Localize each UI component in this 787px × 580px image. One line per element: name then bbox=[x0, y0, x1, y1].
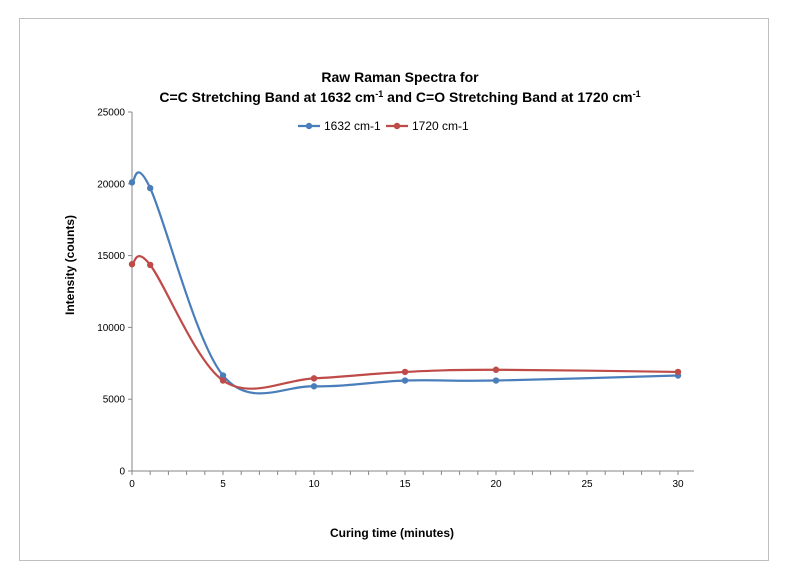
data-point bbox=[492, 366, 500, 373]
legend-item: 1720 cm-1 bbox=[386, 119, 469, 133]
legend-label: 1720 cm-1 bbox=[412, 119, 469, 133]
chart-title-line2: C=C Stretching Band at 1632 cm-1 and C=O… bbox=[159, 89, 640, 105]
data-point bbox=[147, 184, 154, 192]
x-tick-label: 15 bbox=[399, 479, 411, 490]
x-tick-label: 25 bbox=[581, 479, 593, 490]
data-point bbox=[219, 372, 227, 379]
x-tick-label: 20 bbox=[490, 479, 502, 490]
data-point bbox=[128, 179, 136, 186]
series-0 bbox=[128, 171, 682, 395]
title-line2-sup2: -1 bbox=[633, 89, 641, 99]
chart-title-line1: Raw Raman Spectra for bbox=[321, 69, 479, 85]
data-point bbox=[401, 377, 409, 384]
data-point bbox=[219, 377, 227, 384]
x-tick-label: 5 bbox=[220, 479, 226, 490]
title-line2-sup1: -1 bbox=[375, 89, 383, 99]
legend-marker bbox=[305, 122, 313, 130]
y-axis-label: Intensity (counts) bbox=[63, 215, 77, 315]
legend-marker bbox=[393, 122, 401, 130]
x-axis: 0 5 10 15 20 25 30 bbox=[129, 470, 694, 490]
legend-item: 1632 cm-1 bbox=[298, 119, 381, 133]
y-tick-label: 20000 bbox=[97, 179, 125, 190]
y-tick-label: 25000 bbox=[97, 108, 125, 119]
title-line2-part1: C=C Stretching Band at 1632 cm bbox=[159, 89, 375, 105]
data-point bbox=[128, 261, 136, 268]
x-axis-label: Curing time (minutes) bbox=[330, 526, 454, 540]
data-point bbox=[310, 383, 318, 390]
plot-series bbox=[128, 171, 682, 395]
x-tick-label: 30 bbox=[672, 479, 684, 490]
x-tick-label: 0 bbox=[129, 479, 135, 490]
y-tick-label: 0 bbox=[119, 467, 125, 478]
data-point bbox=[310, 375, 318, 382]
series-1 bbox=[128, 255, 682, 390]
legend: 1632 cm-1 1720 cm-1 bbox=[298, 119, 469, 133]
y-tick-label: 5000 bbox=[103, 395, 126, 406]
data-point bbox=[147, 261, 154, 269]
legend-label: 1632 cm-1 bbox=[324, 119, 381, 133]
series-line bbox=[130, 171, 679, 395]
data-point bbox=[674, 368, 682, 376]
y-axis: 0 5000 10000 15000 20000 25000 bbox=[97, 108, 133, 478]
x-tick-label: 10 bbox=[308, 479, 320, 490]
data-point bbox=[492, 377, 500, 384]
series-line bbox=[130, 255, 679, 390]
title-line2-part2: and C=O Stretching Band at 1720 cm bbox=[383, 89, 632, 105]
y-tick-label: 15000 bbox=[97, 251, 125, 262]
y-tick-label: 10000 bbox=[97, 323, 125, 334]
data-point bbox=[401, 368, 409, 376]
